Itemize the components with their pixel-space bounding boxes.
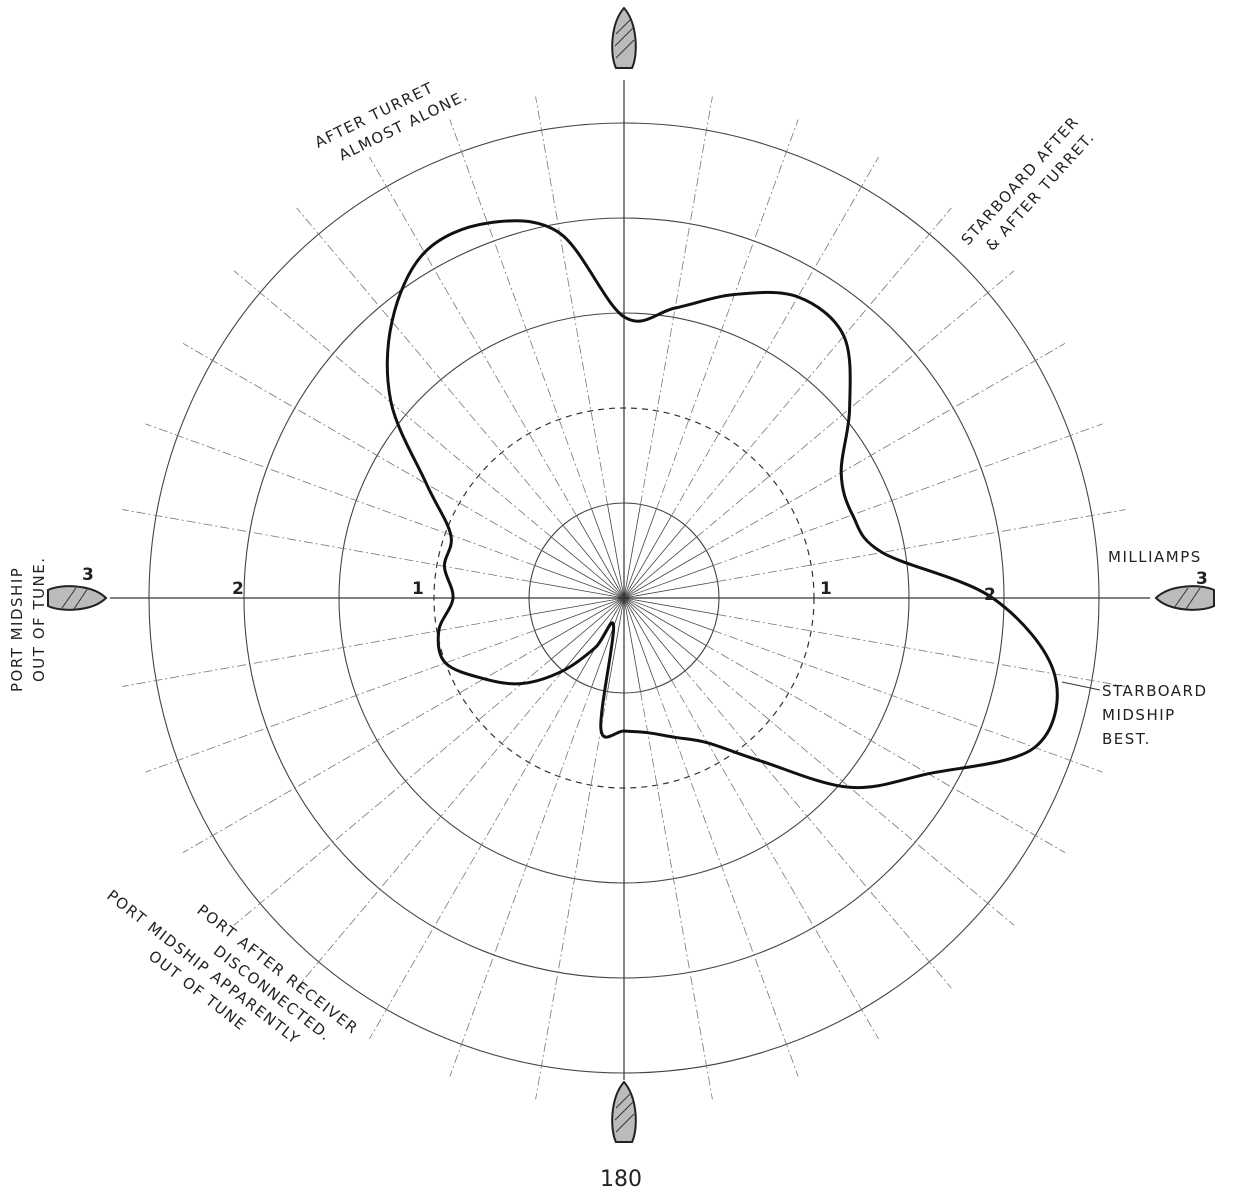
- annotation-line: PORT MIDSHIP: [8, 567, 26, 692]
- spoke: [535, 96, 608, 505]
- spoke: [706, 343, 1066, 551]
- spoke: [713, 630, 1103, 773]
- spoke: [122, 614, 531, 687]
- spoke: [684, 207, 952, 526]
- spoke-inner: [623, 597, 698, 660]
- tick-right-1: 1: [820, 579, 832, 599]
- spoke: [717, 614, 1126, 687]
- spoke: [671, 680, 879, 1040]
- annotation-port-after: PORT AFTER RECEIVER DISCONNECTED. PORT M…: [103, 886, 361, 1048]
- spoke: [449, 687, 592, 1077]
- spoke-inner: [562, 524, 625, 599]
- spoke-inner: [562, 597, 625, 672]
- annotation-port-midship: PORT MIDSHIP OUT OF TUNE.: [8, 556, 48, 692]
- spoke-inner: [534, 565, 625, 599]
- spoke: [233, 658, 552, 926]
- spoke-inner: [623, 597, 672, 681]
- spoke: [182, 343, 542, 551]
- tick-left-2: 2: [232, 579, 244, 599]
- spoke-inner: [530, 597, 625, 615]
- spoke-inner: [607, 597, 625, 692]
- spoke: [656, 119, 799, 509]
- spoke: [684, 670, 952, 989]
- spoke: [296, 670, 564, 989]
- spoke-inner: [607, 504, 625, 599]
- spoke: [535, 691, 608, 1100]
- annotation-line: MIDSHIP: [1102, 706, 1176, 724]
- annotation-after-turret: AFTER TURRET ALMOST ALONE.: [312, 78, 471, 164]
- annotation-starboard-after: STARBOARD AFTER & AFTER TURRET.: [958, 113, 1099, 255]
- annotation-starboard-midship: STARBOARD MIDSHIP BEST.: [1061, 681, 1208, 748]
- spoke-inner: [623, 515, 672, 599]
- spoke: [640, 96, 713, 505]
- spoke: [717, 509, 1126, 582]
- tick-left-1: 1: [412, 579, 424, 599]
- radial-unit-label: MILLIAMPS: [1108, 548, 1202, 566]
- spoke-inner: [623, 536, 698, 599]
- spoke-inner: [623, 565, 714, 599]
- spoke-inner: [591, 508, 625, 599]
- annotation-line: STARBOARD: [1102, 682, 1208, 700]
- ship-icon-left: [47, 585, 108, 611]
- spoke: [182, 645, 542, 853]
- ship-icon-top: [611, 6, 637, 69]
- spoke-inner: [591, 597, 625, 688]
- spoke-inner: [576, 515, 625, 599]
- spoke: [122, 509, 531, 582]
- spoke-inner: [623, 597, 657, 688]
- annotation-line: STARBOARD AFTER: [958, 113, 1083, 249]
- spoke: [145, 630, 535, 773]
- spoke-inner: [550, 597, 625, 660]
- spoke-inner: [541, 597, 625, 646]
- angle-spokes: [122, 96, 1126, 1100]
- ship-icon-right: [1154, 585, 1215, 611]
- spoke: [369, 156, 577, 516]
- spoke: [696, 658, 1015, 926]
- annotation-line: BEST.: [1102, 730, 1151, 748]
- spoke: [656, 687, 799, 1077]
- spoke-inner: [623, 597, 641, 692]
- ship-icon-bottom: [611, 1080, 637, 1143]
- annotation-line: OUT OF TUNE.: [30, 556, 48, 682]
- tick-right-3: 3: [1196, 569, 1208, 589]
- spoke: [449, 119, 592, 509]
- tick-right-2: 2: [984, 585, 996, 605]
- bottom-angle-label: 180: [600, 1167, 642, 1192]
- series-curve: [385, 219, 1059, 790]
- spoke: [640, 691, 713, 1100]
- spoke-inner: [534, 597, 625, 631]
- spoke-inner: [623, 597, 718, 615]
- spoke-inner: [550, 536, 625, 599]
- spoke-inner: [623, 508, 657, 599]
- spoke-inner: [541, 550, 625, 599]
- spoke: [713, 423, 1103, 566]
- spoke-inner: [623, 581, 718, 599]
- spoke-inner: [623, 597, 714, 631]
- spoke: [145, 423, 535, 566]
- spoke: [706, 645, 1066, 853]
- main-axes: [110, 80, 1150, 1080]
- spoke: [671, 156, 879, 516]
- spoke: [296, 207, 564, 526]
- tick-left-3: 3: [82, 565, 94, 585]
- spoke: [696, 270, 1015, 538]
- spoke-inner: [623, 504, 641, 599]
- spoke-inner: [623, 550, 707, 599]
- spoke-inner: [623, 597, 707, 646]
- spoke: [369, 680, 577, 1040]
- spoke-inner: [623, 524, 686, 599]
- spoke-inner: [530, 581, 625, 599]
- spoke-inner: [623, 597, 686, 672]
